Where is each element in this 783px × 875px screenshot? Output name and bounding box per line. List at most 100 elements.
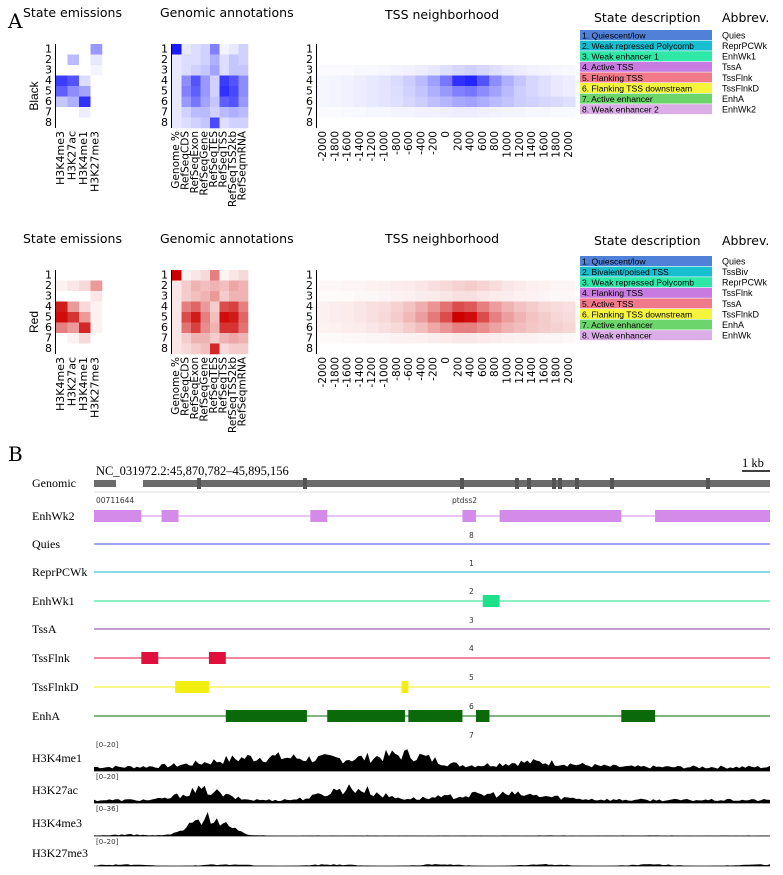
annotation-cell <box>200 322 211 334</box>
state-number: 6 <box>306 321 313 334</box>
emission-col-label: H3K4me3 <box>54 357 67 411</box>
state-description: 8. Weak enhancer <box>582 331 652 341</box>
annotation-cell <box>210 65 220 76</box>
state-description: 7. Active enhancer <box>582 94 653 104</box>
tss-tick-label: 1200 <box>514 131 526 158</box>
tss-tick-label: 1000 <box>502 357 514 384</box>
emissions-header-red: State emissions <box>23 231 122 246</box>
emission-col-label: H3K27ac <box>66 357 79 406</box>
tss-cell <box>550 343 564 355</box>
gene-mid-label: ptdss2 <box>452 496 477 505</box>
tss-tick-label: -800 <box>391 131 403 155</box>
state-legend-swatch <box>580 298 712 309</box>
tss-cell <box>317 312 330 323</box>
tss-cell <box>427 280 441 292</box>
tss-cell <box>464 65 478 76</box>
annotation-cell <box>200 107 211 118</box>
tss-cell <box>538 75 551 87</box>
tss-cell <box>476 291 490 302</box>
signal-track-label: H3K27ac <box>32 783 78 797</box>
annotation-cell <box>219 333 230 344</box>
annotation-cell <box>191 343 201 355</box>
annotation-cell <box>219 312 230 323</box>
tss-cell <box>476 54 490 66</box>
emission-cell <box>79 65 91 76</box>
state-number: 5 <box>45 85 52 98</box>
state-track-number: 7 <box>469 731 474 740</box>
state-number: 4 <box>45 74 52 87</box>
state-number: 3 <box>306 290 313 303</box>
state-number: 6 <box>45 95 52 108</box>
emission-cell <box>79 96 91 108</box>
tss-cell <box>403 54 416 66</box>
tss-cell <box>366 333 379 344</box>
tss-cell <box>550 86 564 97</box>
tss-cell <box>476 117 490 129</box>
tss-cell <box>538 54 551 66</box>
annotation-cell <box>210 75 220 87</box>
tss-cell <box>390 322 404 334</box>
annotation-cell <box>219 291 230 302</box>
state-block <box>175 681 209 693</box>
tss-cell <box>329 65 342 76</box>
tss-cell <box>501 117 515 129</box>
tss-cell <box>550 44 564 55</box>
tss-cell <box>501 107 515 118</box>
annotation-cell <box>229 280 239 292</box>
tss-tick-label: -1600 <box>342 131 354 162</box>
tss-tick-label: 1400 <box>526 131 538 158</box>
tss-cell <box>341 333 355 344</box>
tss-cell <box>538 333 551 344</box>
emission-cell <box>90 301 103 313</box>
tss-cell <box>329 301 342 313</box>
state-number: 8 <box>306 116 313 129</box>
annotation-cell <box>210 333 220 344</box>
state-legend-swatch <box>580 104 712 115</box>
tss-cell <box>526 291 539 302</box>
tss-cell <box>452 117 465 129</box>
state-description: 6. Flanking TSS downstream <box>582 309 692 319</box>
annotation-cell <box>210 322 220 334</box>
emission-cell <box>90 280 103 292</box>
tss-cell <box>317 44 330 55</box>
tss-cell <box>464 107 478 118</box>
annotation-cell <box>229 117 239 129</box>
annotation-cell <box>219 117 230 129</box>
tss-cell <box>415 86 428 97</box>
state-abbrev: TssA <box>722 62 742 72</box>
description-header-red: State description <box>594 233 701 248</box>
genomic-segment <box>94 480 116 487</box>
gene-left-label: 00711644 <box>96 496 134 505</box>
state-description: 1. Quiescent/low <box>582 256 646 266</box>
annotation-cell <box>219 270 230 281</box>
tss-cell <box>415 280 428 292</box>
heatmaps-group: 12345678H3K4me3H3K27acH3K4me1H3K27me3123… <box>45 43 576 433</box>
tss-cell <box>464 86 478 97</box>
tss-cell <box>452 65 465 76</box>
annotation-cell <box>181 301 192 313</box>
tss-cell <box>403 301 416 313</box>
tss-cell <box>403 86 416 97</box>
tss-cell <box>329 75 342 87</box>
annotation-cell <box>219 44 230 55</box>
tss-tick-label: 400 <box>465 131 477 151</box>
tss-cell <box>538 343 551 355</box>
annotation-col-label: RefSeqTSS2kb <box>227 131 239 207</box>
emission-cell <box>56 107 68 118</box>
state-abbrev: TssFlnkD <box>722 309 760 319</box>
annotation-cell <box>191 75 201 87</box>
annotation-cell <box>238 301 249 313</box>
state-abbrev: TssFlnk <box>722 73 753 83</box>
signal-track-label: H3K4me1 <box>32 751 82 765</box>
tss-cell <box>464 280 478 292</box>
annotation-cell <box>191 117 201 129</box>
tss-cell <box>526 270 539 281</box>
tss-cell <box>563 44 576 55</box>
state-number: 7 <box>45 106 52 119</box>
signal-track-label: H3K27me3 <box>32 846 88 860</box>
annotation-cell <box>191 280 201 292</box>
state-abbrev: EnhWk2 <box>722 105 756 115</box>
state-legend-swatch <box>580 309 712 319</box>
tss-cell <box>415 54 428 66</box>
emission-cell <box>90 117 103 129</box>
